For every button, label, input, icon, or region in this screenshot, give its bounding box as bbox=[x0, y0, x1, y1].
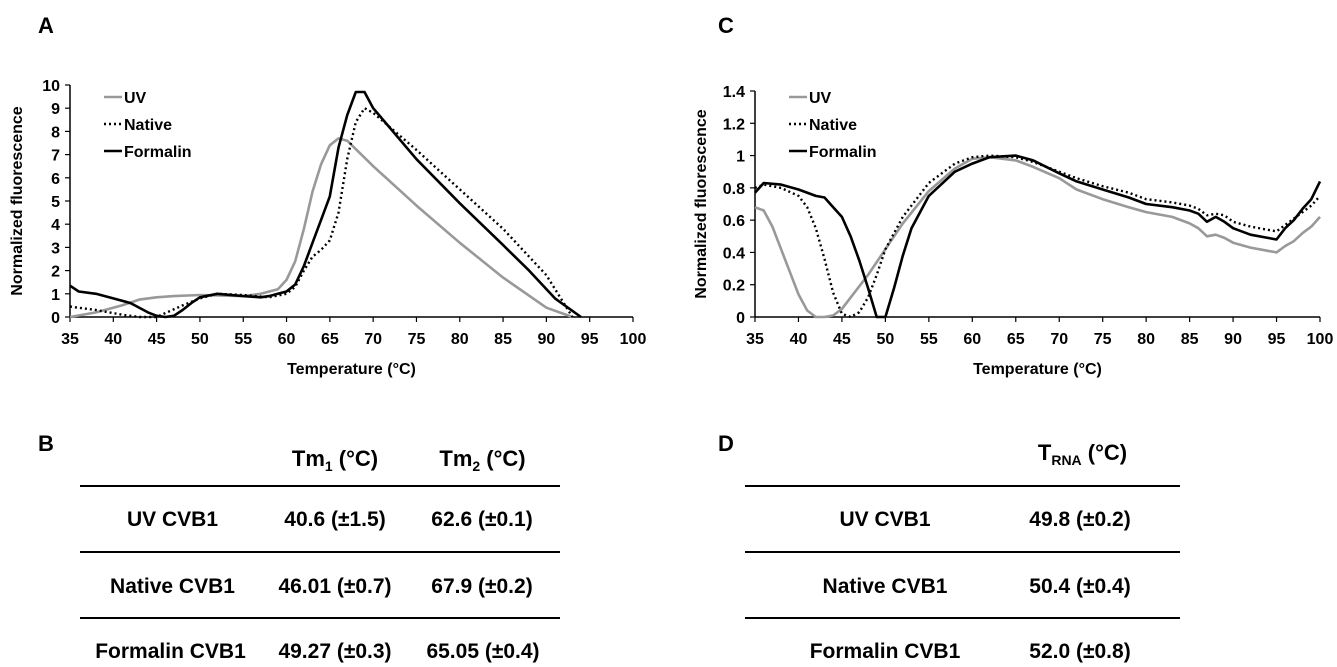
y-tick-label: 2 bbox=[51, 264, 60, 281]
table-b-rule-top bbox=[80, 485, 560, 487]
x-tick-label: 40 bbox=[790, 331, 808, 348]
x-tick-label: 95 bbox=[581, 331, 599, 348]
table-row-label: Formalin CVB1 bbox=[95, 640, 246, 663]
x-tick-label: 35 bbox=[746, 331, 764, 348]
x-tick-label: 65 bbox=[321, 331, 339, 348]
y-axis-label: Normalized fluorescence bbox=[693, 109, 710, 299]
table-d-rule-top bbox=[745, 485, 1180, 487]
table-d-header-trna: TRNA (°C) bbox=[1037, 440, 1128, 468]
x-axis-label: Temperature (°C) bbox=[973, 361, 1102, 378]
legend-label: UV bbox=[124, 90, 147, 107]
y-axis-label: Normalized fluorescence bbox=[9, 106, 26, 296]
panel-label-a: A bbox=[38, 13, 54, 38]
table-cell: 40.6 (±1.5) bbox=[284, 508, 386, 531]
table-cell: 49.8 (±0.2) bbox=[1029, 508, 1131, 531]
legend-label: Native bbox=[124, 117, 172, 134]
x-tick-label: 75 bbox=[408, 331, 426, 348]
x-tick-label: 100 bbox=[620, 331, 647, 348]
table-cell: 50.4 (±0.4) bbox=[1029, 575, 1131, 598]
x-tick-label: 55 bbox=[920, 331, 938, 348]
x-tick-label: 95 bbox=[1268, 331, 1286, 348]
table-row-label: UV CVB1 bbox=[126, 508, 219, 531]
x-tick-label: 45 bbox=[833, 331, 851, 348]
legend-label: Formalin bbox=[809, 144, 877, 161]
table-b-rule-1 bbox=[80, 551, 560, 553]
y-tick-label: 0.4 bbox=[723, 245, 745, 262]
x-tick-label: 100 bbox=[1307, 331, 1334, 348]
y-tick-label: 0.6 bbox=[723, 213, 745, 230]
series-line-uv bbox=[69, 137, 573, 319]
x-tick-label: 55 bbox=[234, 331, 252, 348]
table-b: Tm1 (°C) Tm2 (°C) UV CVB1 40.6 (±1.5) 62… bbox=[80, 446, 560, 663]
panel-label-d: D bbox=[718, 431, 734, 456]
table-row-label: Native CVB1 bbox=[110, 575, 235, 598]
table-b-rule-2 bbox=[80, 617, 560, 619]
chart-c: 0 0.2 0.4 0.6 0.8 1 1.2 1.4 35 40 45 50 55 60 65 70 75 80… bbox=[693, 84, 1334, 378]
panel-label-b: B bbox=[38, 431, 54, 456]
x-tick-label: 85 bbox=[494, 331, 512, 348]
table-row-label: Formalin CVB1 bbox=[809, 640, 961, 663]
y-tick-label: 1 bbox=[51, 287, 60, 304]
x-tick-label: 35 bbox=[61, 331, 79, 348]
legend-label: Native bbox=[809, 117, 857, 134]
x-tick-label: 75 bbox=[1094, 331, 1112, 348]
table-d-rule-2 bbox=[745, 617, 1180, 619]
table-cell: 67.9 (±0.2) bbox=[431, 575, 533, 598]
y-tick-label: 6 bbox=[51, 171, 60, 188]
table-row-label: UV CVB1 bbox=[839, 508, 931, 531]
x-tick-label: 70 bbox=[364, 331, 382, 348]
y-tick-label: 9 bbox=[51, 101, 60, 118]
y-tick-label: 0 bbox=[736, 310, 745, 327]
table-cell: 49.27 (±0.3) bbox=[278, 640, 392, 663]
y-tick-label: 0.2 bbox=[723, 278, 745, 295]
legend-label: UV bbox=[809, 90, 832, 107]
series-line-formalin bbox=[754, 154, 1322, 319]
x-tick-label: 85 bbox=[1181, 331, 1199, 348]
y-tick-label: 7 bbox=[51, 148, 60, 165]
table-b-header-tm2: Tm2 (°C) bbox=[439, 446, 526, 474]
y-tick-label: 1 bbox=[736, 149, 745, 166]
series-line-formalin bbox=[69, 90, 582, 319]
x-tick-label: 80 bbox=[1137, 331, 1155, 348]
x-tick-label: 60 bbox=[963, 331, 981, 348]
table-cell: 46.01 (±0.7) bbox=[278, 575, 392, 598]
legend-label: Formalin bbox=[124, 144, 192, 161]
x-tick-label: 80 bbox=[451, 331, 469, 348]
panel-label-c: C bbox=[718, 13, 734, 38]
x-tick-label: 40 bbox=[104, 331, 122, 348]
x-axis-label: Temperature (°C) bbox=[287, 361, 416, 378]
table-d-rule-1 bbox=[745, 551, 1180, 553]
y-tick-label: 0 bbox=[51, 310, 60, 327]
series-line-uv bbox=[754, 155, 1321, 319]
y-tick-label: 1.2 bbox=[723, 116, 745, 133]
y-tick-label: 3 bbox=[51, 240, 60, 257]
x-tick-label: 90 bbox=[537, 331, 555, 348]
y-tick-label: 0.8 bbox=[723, 181, 745, 198]
x-tick-label: 50 bbox=[191, 331, 209, 348]
x-tick-label: 60 bbox=[278, 331, 296, 348]
table-b-header-tm1: Tm1 (°C) bbox=[291, 446, 379, 474]
table-row-label: Native CVB1 bbox=[822, 575, 948, 598]
y-tick-label: 4 bbox=[51, 217, 60, 234]
y-tick-label: 5 bbox=[51, 194, 60, 211]
table-cell: 52.0 (±0.8) bbox=[1029, 640, 1131, 663]
x-tick-label: 65 bbox=[1007, 331, 1025, 348]
table-cell: 65.05 (±0.4) bbox=[426, 640, 540, 663]
y-tick-label: 10 bbox=[42, 78, 60, 95]
x-tick-label: 90 bbox=[1224, 331, 1242, 348]
y-tick-label: 1.4 bbox=[723, 84, 745, 101]
table-cell: 62.6 (±0.1) bbox=[431, 508, 533, 531]
x-tick-label: 45 bbox=[148, 331, 166, 348]
x-tick-label: 50 bbox=[876, 331, 894, 348]
x-tick-label: 70 bbox=[1050, 331, 1068, 348]
y-tick-label: 8 bbox=[51, 124, 60, 141]
